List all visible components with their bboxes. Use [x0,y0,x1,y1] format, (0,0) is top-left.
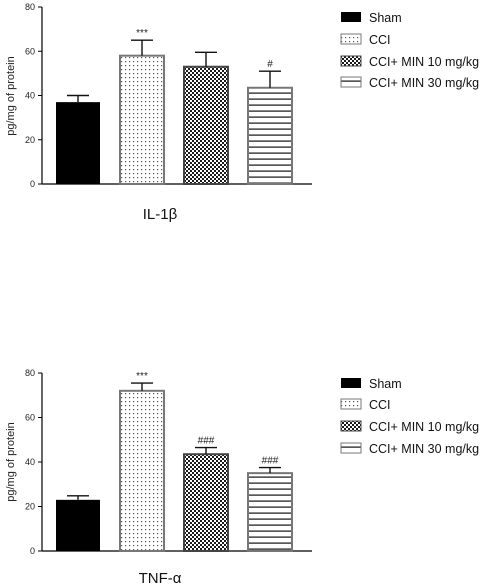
legend-swatch-min30 [340,76,362,88]
tnfa-y-tick-label: 20 [25,502,35,512]
il1b-bar-min10 [183,65,229,185]
il1b-y-tick-label: 20 [25,135,35,145]
legend-label-cci: CCI [369,398,391,412]
tnfa-significance-cci: *** [136,371,148,382]
tnfa-significance-min30: ### [262,456,279,467]
tnfa-bar-sham [56,499,100,551]
il1b-bars: *** # [56,28,293,185]
legend-label-cci: CCI [369,33,391,47]
tnfa-bar-min10 [183,453,229,552]
il1b-x-axis-label: IL-1β [143,206,178,223]
tnfa-x-axis-label: TNF-α [139,570,182,587]
legend-tnfa: Sham CCI CCI+ MIN 10 mg/kg CCI+ MIN 30 m… [340,377,479,456]
il1b-significance-cci: *** [136,28,148,39]
tnfa-bar-cci [119,389,165,552]
legend-swatch-min10 [340,420,362,432]
il1b-significance-min30: # [267,59,273,70]
il1b-y-tick-label: 0 [30,179,35,189]
tnfa-bars: *** ### ### [56,371,293,552]
tnfa-y-axis-label: pg/mg of protein [5,422,17,502]
tnfa-y-tick-label: 40 [25,457,35,467]
tnfa-y-tick-label: 0 [30,546,35,556]
legend-swatch-cci [340,398,362,410]
legend-label-min10: CCI+ MIN 10 mg/kg [369,55,479,69]
legend-swatch-min10 [340,55,362,67]
chart-il1b: 0 20 40 60 80 *** # pg/mg of protein IL-1β [5,2,312,223]
chart-tnfa: 0 20 40 60 80 *** ### ### pg/mg of protein TNF… [5,368,312,587]
legend-swatch-sham [341,12,361,22]
tnfa-y-tick-label: 80 [25,368,35,378]
legend-label-min10: CCI+ MIN 10 mg/kg [369,420,479,434]
il1b-bar-sham [56,102,100,184]
il1b-y-tick-label: 60 [25,46,35,56]
legend-swatch-min30 [340,442,362,454]
legend-label-min30: CCI+ MIN 30 mg/kg [369,442,479,456]
legend-il1b: Sham CCI CCI+ MIN 10 mg/kg CCI+ MIN 30 m… [340,11,479,90]
il1b-bar-min30 [247,86,293,185]
tnfa-significance-min10: ### [198,436,215,447]
il1b-y-tick-label: 40 [25,91,35,101]
legend-label-sham: Sham [369,377,402,391]
legend-label-sham: Sham [369,11,402,25]
tnfa-bar-min30 [247,472,293,552]
legend-swatch-cci [340,33,362,45]
il1b-y-axis-label: pg/mg of protein [5,56,17,136]
tnfa-y-tick-label: 60 [25,413,35,423]
legend-swatch-sham [341,378,361,388]
il1b-y-tick-label: 80 [25,2,35,12]
il1b-bar-cci [119,54,165,185]
legend-label-min30: CCI+ MIN 30 mg/kg [369,76,479,90]
